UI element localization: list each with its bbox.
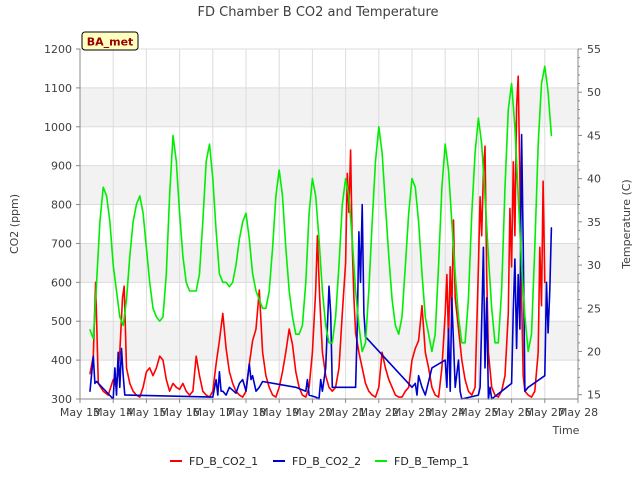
y2-tick-label: 40 xyxy=(587,173,601,186)
x-tick-label: May 14 xyxy=(93,406,133,419)
site-badge: BA_met xyxy=(81,31,139,51)
x-tick-label: May 20 xyxy=(292,406,332,419)
x-tick-label: May 17 xyxy=(193,406,233,419)
site-badge-box xyxy=(81,31,139,51)
y2-tick-label: 30 xyxy=(587,259,601,272)
y2-axis-label: Temperature (C) xyxy=(620,179,633,269)
y-tick-label: 900 xyxy=(51,160,72,173)
x-tick-label: May 27 xyxy=(525,406,565,419)
x-tick-label: May 23 xyxy=(392,406,432,419)
y-tick-label: 1100 xyxy=(44,82,72,95)
chart-title: FD Chamber B CO2 and Temperature xyxy=(198,5,439,20)
series-line-FD_B_Temp_1 xyxy=(89,65,553,353)
x-axis-label: Time xyxy=(552,424,580,437)
y-tick-label: 1000 xyxy=(44,121,72,134)
y2-tick-label: 20 xyxy=(587,345,601,358)
axes xyxy=(79,49,579,400)
x-tick-label: May 28 xyxy=(558,406,598,419)
plot-band xyxy=(80,243,578,283)
y-tick-label: 700 xyxy=(51,237,72,250)
legend: FD_B_CO2_1 FD_B_CO2_2 FD_B_Temp_1 xyxy=(170,455,469,468)
y-tick-label: 300 xyxy=(51,393,72,406)
y-tick-label: 400 xyxy=(51,354,72,367)
legend-label-FD_B_CO2_1: FD_B_CO2_1 xyxy=(189,455,258,468)
legend-label-FD_B_Temp_1: FD_B_Temp_1 xyxy=(394,455,469,468)
x-tick-label: May 25 xyxy=(458,406,498,419)
x-tick-label: May 18 xyxy=(226,406,266,419)
y2-tick-label: 25 xyxy=(587,302,601,315)
y-tick-label: 1200 xyxy=(44,43,72,56)
x-tick-label: May 21 xyxy=(325,406,365,419)
x-tick-label: May 16 xyxy=(159,406,199,419)
y2-tick-label: 50 xyxy=(587,86,601,99)
plot-band xyxy=(80,87,578,127)
x-tick-label: May 13 xyxy=(60,406,100,419)
legend-label-FD_B_CO2_2: FD_B_CO2_2 xyxy=(292,455,361,468)
y2-tick-label: 35 xyxy=(587,216,601,229)
y2-tick-label: 45 xyxy=(587,129,601,142)
x-tick-label: May 24 xyxy=(425,406,465,419)
y2-tick-label: 55 xyxy=(587,43,601,56)
y-axis-label: CO2 (ppm) xyxy=(8,194,21,254)
y-tick-label: 500 xyxy=(51,315,72,328)
y-tick-label: 600 xyxy=(51,276,72,289)
series-line-FD_B_CO2_1 xyxy=(89,75,546,398)
site-badge-label: BA_met xyxy=(87,36,134,49)
y-tick-label: 800 xyxy=(51,199,72,212)
tick-labels: 300 400 500 600 700 800 900 1000 1100 1200 15 20 25 3… xyxy=(44,43,601,419)
x-tick-label: May 26 xyxy=(491,406,531,419)
plot-band xyxy=(80,165,578,205)
y2-tick-label: 15 xyxy=(587,389,601,402)
x-tick-label: May 15 xyxy=(126,406,166,419)
x-tick-label: May 19 xyxy=(259,406,299,419)
x-tick-label: May 22 xyxy=(359,406,399,419)
